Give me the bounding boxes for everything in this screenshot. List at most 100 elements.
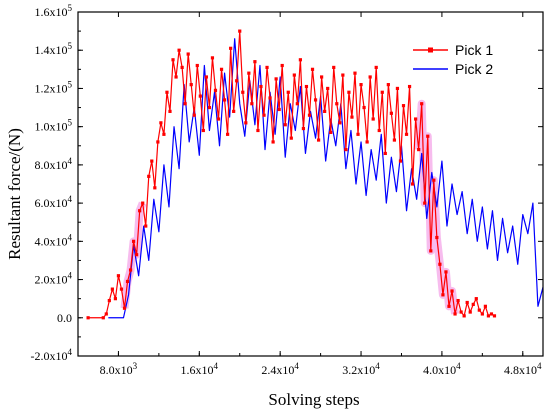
data-point [386,83,390,87]
data-point [304,84,309,89]
data-point [426,134,430,138]
data-point [280,63,284,68]
data-point [480,312,484,316]
data-point [156,140,160,144]
data-point [271,140,275,144]
y-tick-label: 6.0x104 [35,194,73,210]
data-point [168,109,172,113]
data-point [341,73,345,77]
x-tick-label-group: 2.4x104 [261,361,299,377]
data-point [253,60,257,64]
data-point [438,262,442,266]
data-point [456,298,460,303]
data-point [107,298,111,303]
data-point [289,136,293,140]
y-tick-label-group: 1.2x105 [35,79,73,95]
data-point [165,90,169,94]
data-point [101,316,105,320]
data-point [265,65,269,70]
data-point [310,67,315,71]
data-point [116,274,121,278]
data-point [259,84,263,89]
data-point [195,63,199,68]
legend-marker-1 [428,47,433,53]
data-point [235,79,239,83]
data-point [320,75,324,79]
data-point [486,314,491,318]
y-tick-label: 1.2x105 [35,79,73,95]
data-point [347,90,351,94]
data-point [192,113,196,117]
data-point [395,86,400,91]
y-tick-label-group: 2.0x104 [35,271,73,287]
data-point [226,132,230,136]
data-point [144,224,148,228]
data-point [462,314,466,318]
data-point [186,52,190,56]
y-tick-label-group: 1.4x105 [35,41,73,57]
data-point [262,113,266,117]
data-point [113,297,118,301]
data-point [329,130,333,134]
data-point [471,302,475,306]
data-point [450,289,454,293]
x-tick-label: 2.4x104 [261,361,299,377]
data-point [247,71,251,75]
data-point [298,58,302,62]
data-point [383,151,387,156]
y-tick-label: 0.0 [57,311,72,325]
x-tick-label: 3.2x104 [342,361,380,377]
data-point [177,48,181,52]
data-point [295,102,299,106]
x-tick-label: 4.0x104 [423,361,461,377]
data-point [377,128,381,133]
data-point [135,253,139,257]
data-point [171,58,175,62]
data-point [489,312,494,316]
data-point [344,148,348,152]
data-point [365,140,369,144]
data-point [447,304,451,308]
data-point [210,56,215,60]
data-point [292,73,296,77]
data-point [104,312,108,316]
data-point [162,132,166,136]
data-point [350,115,354,119]
data-point [362,105,366,110]
x-axis-title: Solving steps [268,390,359,409]
data-point [483,304,487,308]
data-point [307,113,312,117]
y-tick-label-group: -2.0x104 [31,347,73,363]
data-point [207,105,212,110]
data-point [417,148,421,152]
data-point [283,123,287,127]
data-point [323,109,327,113]
series-line-pick-2 [108,38,544,319]
data-point [286,90,290,94]
data-point [368,75,372,79]
data-point [407,84,412,89]
y-tick-label: 1.6x105 [35,3,73,19]
data-point [380,90,384,94]
data-point [219,67,224,71]
data-point [465,300,469,305]
data-point [401,104,406,108]
data-point [138,209,142,213]
data-point [353,71,357,75]
data-point [150,159,154,163]
data-point [392,138,397,142]
legend: Pick 1 Pick 2 [413,42,493,77]
data-point [238,29,242,33]
data-point [244,121,248,125]
data-point [459,310,463,314]
data-point [435,235,439,240]
data-point [389,111,393,115]
y-tick-label-group: 0.0 [57,311,72,325]
x-tick-label-group: 4.0x104 [423,361,461,377]
data-point [128,268,133,272]
y-tick-label: 2.0x104 [35,271,73,287]
data-point [256,128,260,133]
x-axis-ticks: 8.0x103 1.6x104 2.4x104 3.2x104 4.0x104 4.8x1… [77,12,542,377]
data-point [183,102,187,106]
